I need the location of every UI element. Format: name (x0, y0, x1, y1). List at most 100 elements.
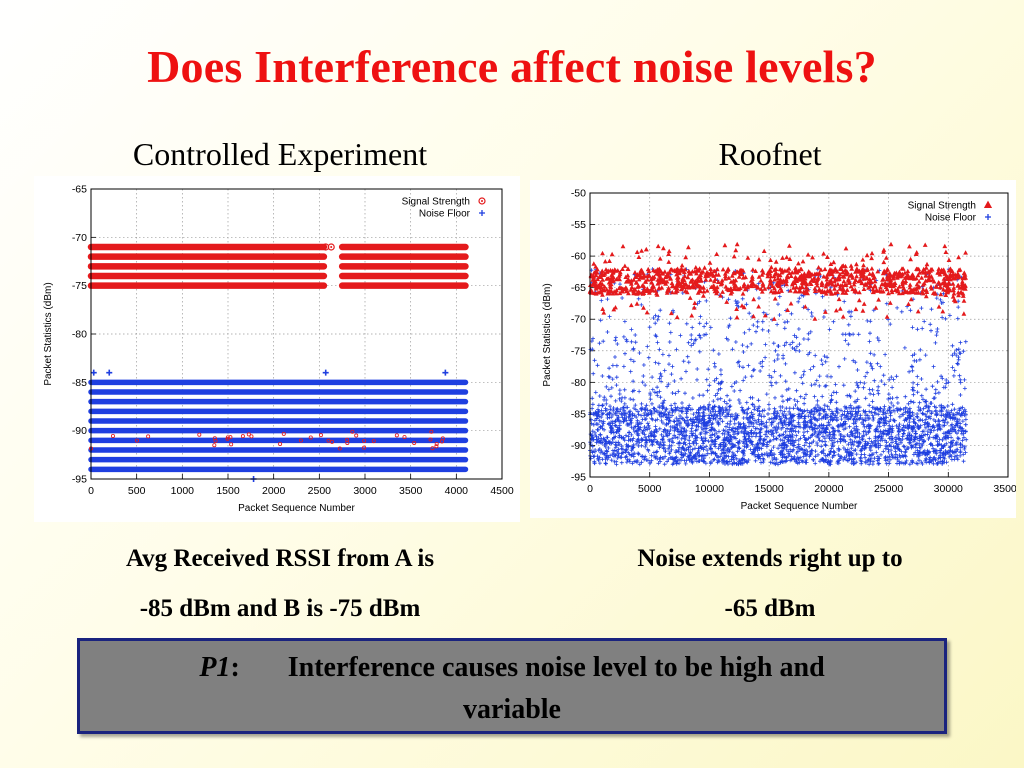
signal-point (430, 446, 435, 451)
signal-strength-series (587, 241, 968, 321)
x-axis-label: Packet Sequence Number (741, 501, 858, 512)
y-tick-label: -50 (571, 188, 586, 200)
y-tick-label: -80 (72, 329, 87, 341)
x-tick-label: 2500 (308, 485, 332, 497)
signal-point (134, 438, 139, 443)
legend-marker (983, 200, 993, 209)
legend-marker-dot (481, 200, 483, 202)
callout-text-line1: Interference causes noise level to be hi… (287, 652, 825, 683)
x-axis-label: Packet Sequence Number (238, 503, 355, 514)
callout-text-line2: variable (463, 694, 561, 725)
signal-point (278, 441, 283, 446)
y-tick-label: -85 (72, 377, 87, 389)
left-chart-heading: Controlled Experiment (132, 136, 428, 172)
x-tick-label: 0 (88, 485, 94, 497)
signal-point (345, 437, 350, 442)
plot-frame (90, 188, 503, 480)
x-tick-label: 20000 (814, 483, 843, 495)
roofnet-chart-panel: 0 5000 10000 15000 20000 25000 30000 35000 -50 -5… (530, 180, 1016, 518)
x-tick-label: 30000 (934, 483, 963, 495)
x-tick-label: 4500 (490, 485, 514, 497)
y-axis-label: Packet Statistics (dBm) (542, 283, 553, 386)
signal-point (428, 437, 433, 442)
signal-point (197, 432, 202, 437)
signal-point (350, 429, 355, 434)
signal-point (298, 438, 303, 443)
y-tick-label: -90 (571, 440, 586, 452)
signal-point (318, 433, 323, 438)
left-caption-line2: -85 dBm and B is -75 dBm (139, 595, 421, 622)
signal-point (371, 439, 376, 444)
callout-colon: : (230, 652, 240, 683)
controlled-experiment-chart: 0 500 1000 1500 2000 2500 3000 3500 4000 4500 -65 -… (43, 184, 514, 515)
noise-point (90, 369, 97, 376)
right-caption: Noise extends right up to -65 dBm (560, 534, 980, 634)
y-tick-label: -80 (571, 377, 586, 389)
signal-points (587, 241, 968, 321)
signal-point (429, 429, 434, 434)
legend-marker (985, 214, 991, 220)
conclusion-callout: P1: Interference causes noise level to be… (77, 638, 947, 734)
signal-point (249, 434, 254, 439)
grid-lines (90, 188, 503, 480)
signal-point (337, 446, 342, 451)
signal-point (308, 435, 313, 440)
left-caption: Avg Received RSSI from A is -85 dBm and … (40, 534, 520, 634)
legend-label: Signal Strength (402, 197, 470, 208)
plot-frame (589, 192, 1009, 478)
x-tick-label: 3500 (399, 485, 423, 497)
x-tick-label: 0 (587, 483, 593, 495)
noise-point (442, 369, 449, 376)
x-tick-label: 15000 (755, 483, 784, 495)
y-tick-label: -75 (571, 345, 586, 357)
noise-floor-series (88, 369, 469, 482)
left-caption-line1: Avg Received RSSI from A is (125, 545, 435, 572)
x-tick-label: 10000 (695, 483, 724, 495)
x-tick-label: 1000 (171, 485, 195, 497)
signal-point (225, 436, 230, 441)
y-tick-label: -65 (72, 184, 87, 196)
signal-strength-series (87, 243, 469, 289)
signal-point (394, 433, 399, 438)
y-tick-label: -85 (571, 408, 586, 420)
x-tick-label: 5000 (638, 483, 662, 495)
signal-point (412, 440, 417, 445)
right-caption-line1: Noise extends right up to (637, 545, 903, 572)
legend-marker (479, 210, 485, 216)
signal-point (240, 434, 245, 439)
signal-point (440, 436, 445, 441)
signal-point (330, 439, 335, 444)
signal-point (326, 438, 331, 443)
noise-points (588, 267, 969, 467)
signal-point (362, 445, 367, 450)
y-tick-label: -75 (72, 280, 87, 292)
noise-floor-series (588, 267, 969, 467)
y-tick-label: -95 (72, 474, 87, 486)
signal-point (327, 243, 335, 251)
y-tick-label: -55 (571, 219, 586, 231)
signal-point (110, 433, 115, 438)
signal-point-dot (324, 246, 327, 248)
y-axis-label: Packet Statistics (dBm) (43, 282, 54, 385)
signal-point (434, 441, 439, 446)
roofnet-chart: 0 5000 10000 15000 20000 25000 30000 35000 -50 -5… (542, 188, 1016, 513)
y-tick-label: -65 (571, 282, 586, 294)
signal-point (229, 442, 234, 447)
callout-label: P1 (199, 652, 231, 683)
y-tick-label: -70 (72, 232, 87, 244)
signal-point (402, 435, 407, 440)
x-tick-label: 3000 (353, 485, 377, 497)
signal-point (354, 433, 359, 438)
signal-point (434, 444, 439, 449)
signal-point (146, 434, 151, 439)
slide-title: Does Interference affect noise levels? (147, 41, 877, 92)
signal-point-dot (330, 246, 333, 248)
y-tick-label: -90 (72, 425, 87, 437)
legend-label: Signal Strength (908, 201, 976, 212)
legend-label: Noise Floor (925, 213, 977, 224)
noise-point (106, 369, 113, 376)
x-tick-label: 4000 (445, 485, 469, 497)
signal-point (281, 431, 286, 436)
